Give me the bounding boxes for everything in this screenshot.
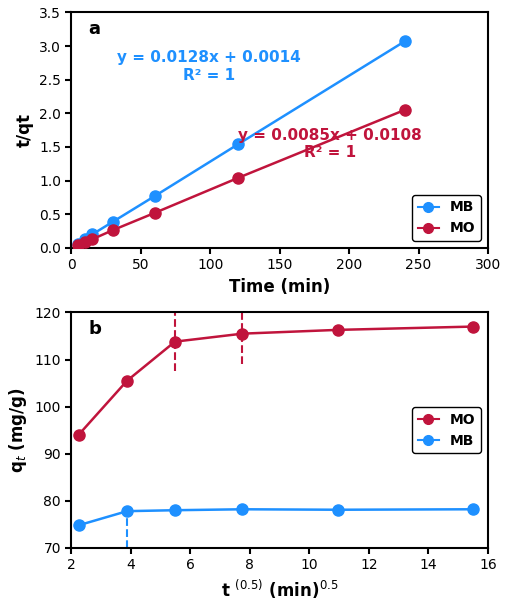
Text: y = 0.0085x + 0.0108
R² = 1: y = 0.0085x + 0.0108 R² = 1 <box>238 128 422 161</box>
X-axis label: t $^{(0.5)}$ (min)$^{0.5}$: t $^{(0.5)}$ (min)$^{0.5}$ <box>221 578 338 601</box>
Legend: MO, MB: MO, MB <box>412 407 481 453</box>
Text: y = 0.0128x + 0.0014
R² = 1: y = 0.0128x + 0.0014 R² = 1 <box>117 50 301 83</box>
Legend: MB, MO: MB, MO <box>412 195 481 241</box>
Y-axis label: q$_t$ (mg/g): q$_t$ (mg/g) <box>7 387 29 473</box>
Y-axis label: t/qt: t/qt <box>15 113 34 147</box>
X-axis label: Time (min): Time (min) <box>229 278 330 296</box>
Text: a: a <box>88 19 100 38</box>
Text: b: b <box>88 320 101 337</box>
